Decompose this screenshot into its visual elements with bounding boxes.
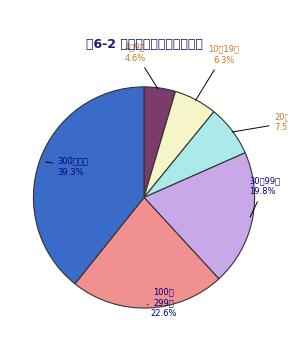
Title: 嘧6-2 規模別付加価値額構成比: 嘧6-2 規模別付加価値額構成比 [86,38,202,51]
Text: 300人以上
39.3%: 300人以上 39.3% [46,157,89,177]
Wedge shape [144,87,175,197]
Text: 20～29人
7.5%: 20～29人 7.5% [232,112,288,132]
Text: 30～99人
19.8%: 30～99人 19.8% [249,176,280,217]
Text: 10～19人
6.3%: 10～19人 6.3% [196,45,239,100]
Text: 100～
299人
22.6%: 100～ 299人 22.6% [147,287,177,318]
Wedge shape [144,92,214,197]
Wedge shape [144,153,255,279]
Wedge shape [144,112,245,197]
Wedge shape [33,87,144,284]
Text: 4～9人
4.6%: 4～9人 4.6% [124,42,158,89]
Wedge shape [75,197,219,308]
